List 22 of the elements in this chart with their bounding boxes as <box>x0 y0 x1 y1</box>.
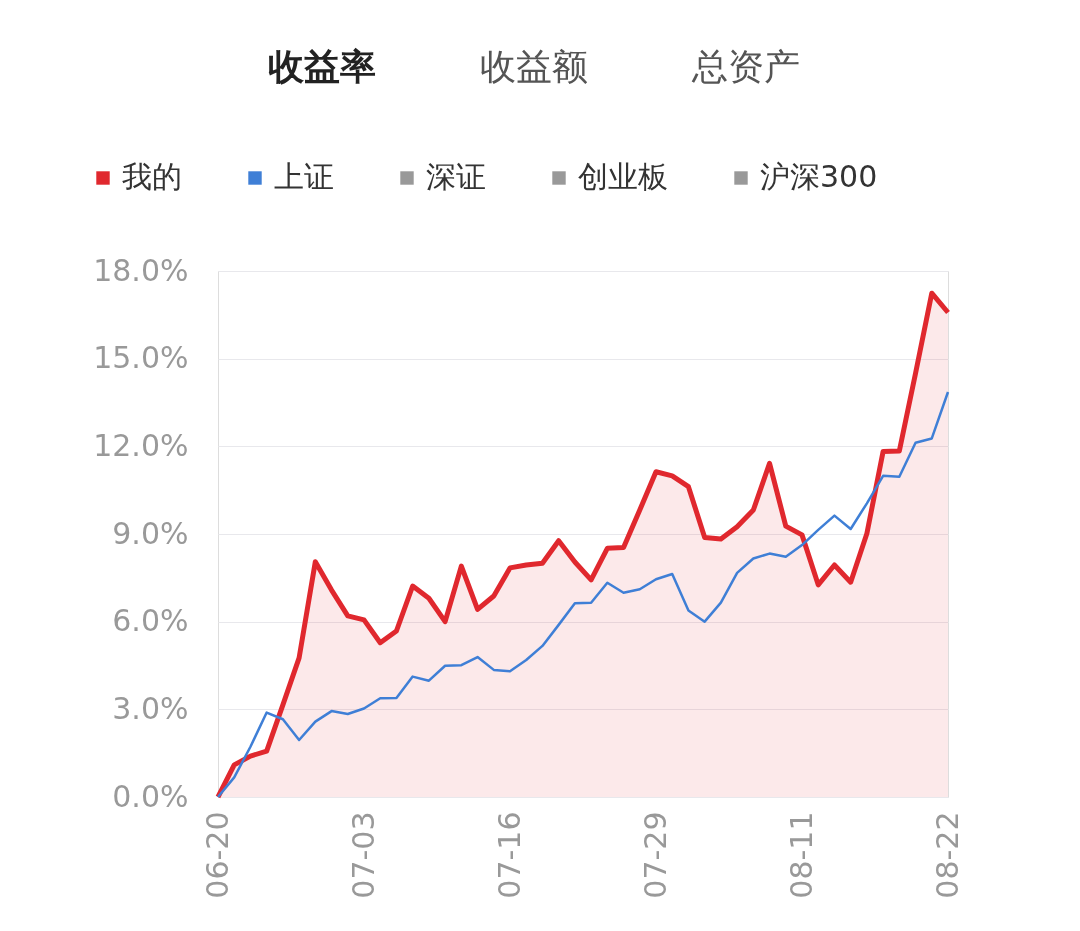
legend-label: 创业板 <box>578 159 668 194</box>
y-tick-label: 12.0% <box>93 427 189 463</box>
line-series <box>216 390 950 799</box>
legend-label: 深证 <box>426 159 486 194</box>
legend-label: 上证 <box>274 159 334 194</box>
y-tick-label: 18.0% <box>93 252 189 288</box>
x-tick-label: 07-03 <box>345 811 381 899</box>
text: 总资产 <box>691 46 800 87</box>
y-tick-label: 6.0% <box>112 603 189 639</box>
y-tick-label: 0.0% <box>112 778 189 814</box>
x-tick-label: 08-22 <box>929 811 965 899</box>
text: 收益率 <box>268 46 376 87</box>
y-tick-label: 3.0% <box>112 690 189 726</box>
x-tick-label: 07-29 <box>637 811 673 899</box>
legend-label: 沪深300 <box>760 159 878 194</box>
x-tick-label: 06-20 <box>199 811 235 899</box>
y-tick-label: 15.0% <box>93 340 189 376</box>
x-tick-label: 07-16 <box>491 811 527 899</box>
x-tick-label: 08-11 <box>783 811 819 899</box>
legend-label: 我的 <box>122 159 182 194</box>
y-tick-label: 9.0% <box>112 515 189 551</box>
text: 收益额 <box>480 46 588 87</box>
